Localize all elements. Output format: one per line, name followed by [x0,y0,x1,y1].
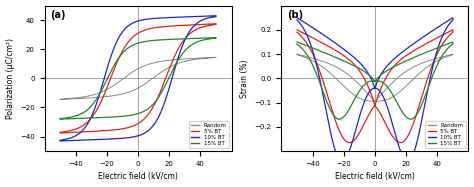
Text: (a): (a) [50,10,66,20]
Legend: Random, 5% BT, 10% BT, 15% BT: Random, 5% BT, 10% BT, 15% BT [426,121,465,148]
X-axis label: Electric field (kV/cm): Electric field (kV/cm) [335,172,415,181]
X-axis label: Electric field (kV/cm): Electric field (kV/cm) [98,172,178,181]
Y-axis label: Polarization (μC/cm²): Polarization (μC/cm²) [6,38,15,119]
Legend: Random, 5% BT, 10% BT, 15% BT: Random, 5% BT, 10% BT, 15% BT [189,121,229,148]
Y-axis label: Strain (%): Strain (%) [240,59,249,98]
Text: (b): (b) [287,10,303,20]
